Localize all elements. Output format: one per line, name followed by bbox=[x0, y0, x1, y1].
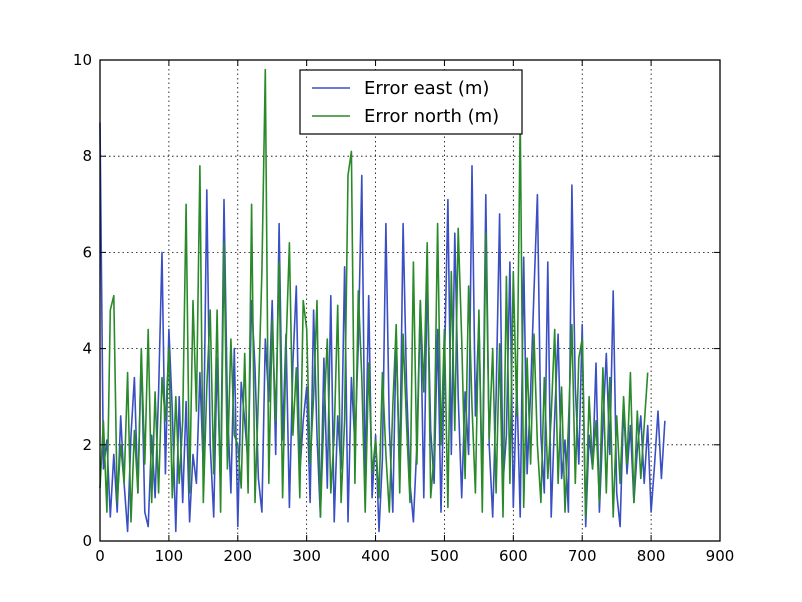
x-tick-label: 300 bbox=[292, 547, 321, 565]
tick-layer: 0 100 200 300 400 500 600 700 800 900 0 2 4 6 8 10 bbox=[73, 51, 734, 565]
x-tick-label: 0 bbox=[95, 547, 105, 565]
y-tick-label: 2 bbox=[82, 436, 92, 454]
x-tick-label: 500 bbox=[430, 547, 459, 565]
legend-box bbox=[299, 69, 523, 135]
y-tick-label: 6 bbox=[82, 243, 92, 261]
y-tick-label: 4 bbox=[82, 340, 92, 358]
x-tick-label: 400 bbox=[361, 547, 390, 565]
y-tick-label: 10 bbox=[73, 51, 92, 69]
legend-label-east: Error east (m) bbox=[364, 78, 489, 99]
x-tick-label: 900 bbox=[706, 547, 735, 565]
x-tick-label: 100 bbox=[155, 547, 184, 565]
x-tick-label: 600 bbox=[499, 547, 528, 565]
series-line-error-north bbox=[99, 68, 649, 523]
y-tick-label: 8 bbox=[82, 147, 92, 165]
legend: Error east (m) Error north (m) bbox=[299, 69, 523, 135]
x-tick-label: 800 bbox=[637, 547, 666, 565]
y-tick-label: 0 bbox=[82, 532, 92, 550]
series-line-error-east bbox=[99, 122, 666, 533]
legend-label-north: Error north (m) bbox=[364, 106, 499, 127]
x-tick-label: 200 bbox=[223, 547, 252, 565]
x-tick-label: 700 bbox=[568, 547, 597, 565]
plot-frame bbox=[99, 59, 721, 542]
series-layer bbox=[99, 68, 666, 533]
